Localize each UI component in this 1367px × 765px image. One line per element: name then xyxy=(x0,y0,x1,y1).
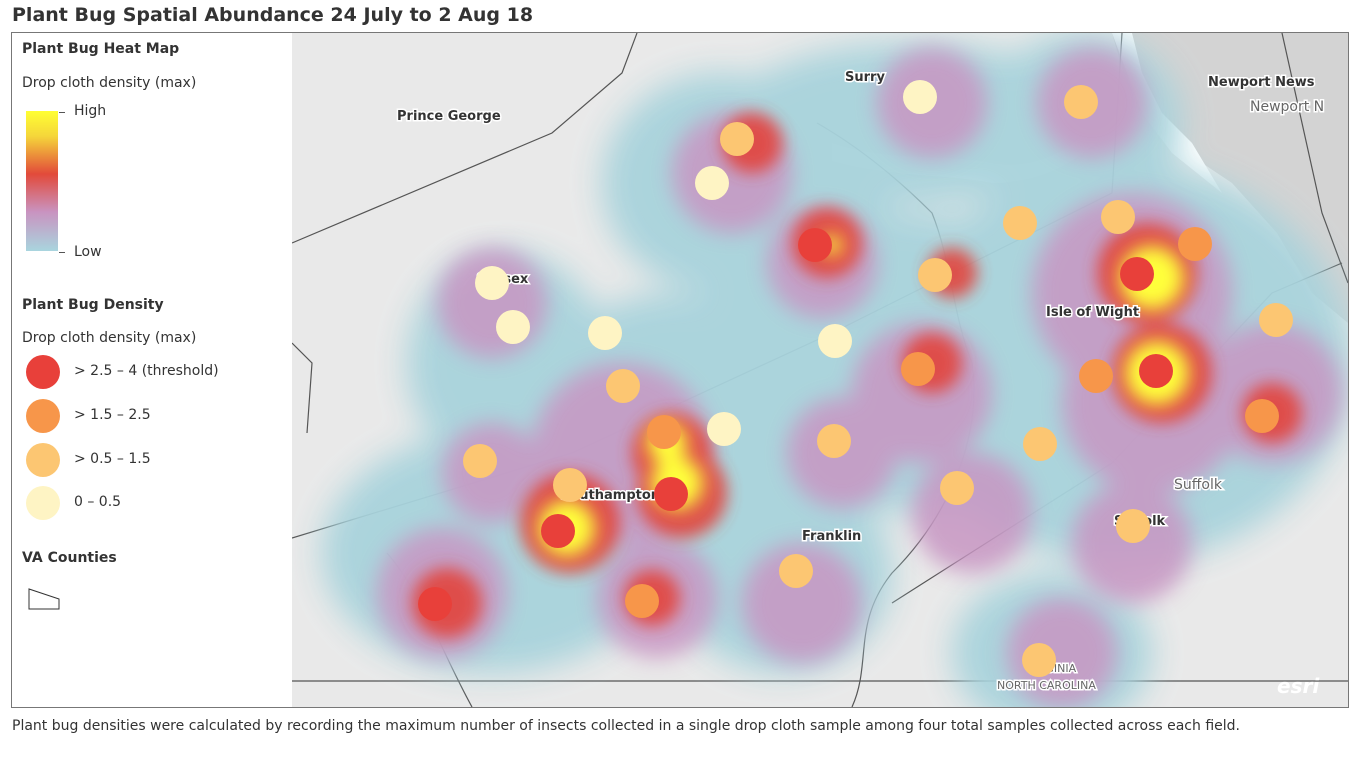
ramp-low-tick xyxy=(59,252,65,253)
map-caption: Plant bug densities were calculated by r… xyxy=(12,718,1240,734)
map-svg: Surry Newport News Newport N Prince Geor… xyxy=(292,33,1348,707)
density-point xyxy=(541,514,575,548)
density-point xyxy=(695,166,729,200)
density-point xyxy=(798,228,832,262)
density-point xyxy=(1064,85,1098,119)
density-point xyxy=(553,468,587,502)
density-point xyxy=(901,352,935,386)
place-label-isle-of-wight: Isle of Wight xyxy=(1046,305,1139,320)
place-label-suffolk-city: Suffolk xyxy=(1174,477,1223,493)
density-class-label-medium: > 0.5 – 1.5 xyxy=(74,451,151,467)
density-point xyxy=(720,122,754,156)
density-class-label-low: 0 – 0.5 xyxy=(74,494,122,510)
density-point xyxy=(1022,643,1056,677)
density-point xyxy=(1245,399,1279,433)
density-point xyxy=(418,587,452,621)
place-label-newport-news-faint: Newport N xyxy=(1250,99,1324,115)
density-point xyxy=(654,477,688,511)
density-point xyxy=(1259,303,1293,337)
density-swatch-low xyxy=(26,486,60,520)
density-legend-subtitle: Drop cloth density (max) xyxy=(22,330,197,346)
place-label-franklin: Franklin xyxy=(802,529,861,544)
map-canvas[interactable]: Surry Newport News Newport N Prince Geor… xyxy=(292,33,1348,707)
density-point xyxy=(1023,427,1057,461)
density-point xyxy=(475,266,509,300)
density-point xyxy=(1178,227,1212,261)
density-point xyxy=(606,369,640,403)
density-point xyxy=(707,412,741,446)
esri-logo: esri xyxy=(1277,674,1320,698)
density-class-label-medium-high: > 1.5 – 2.5 xyxy=(74,407,151,423)
place-label-north-carolina: NORTH CAROLINA xyxy=(997,679,1096,692)
counties-legend-title: VA Counties xyxy=(22,550,117,566)
page-title: Plant Bug Spatial Abundance 24 July to 2… xyxy=(12,4,534,26)
density-point xyxy=(1101,200,1135,234)
density-point xyxy=(818,324,852,358)
density-point xyxy=(1139,354,1173,388)
map-legend: Plant Bug Heat Map Drop cloth density (m… xyxy=(12,33,293,707)
density-point xyxy=(1003,206,1037,240)
density-point xyxy=(1116,509,1150,543)
ramp-high-label: High xyxy=(74,103,107,119)
density-point xyxy=(817,424,851,458)
density-class-label-high: > 2.5 – 4 (threshold) xyxy=(74,363,219,379)
heatmap-legend-subtitle: Drop cloth density (max) xyxy=(22,75,197,91)
density-point xyxy=(463,444,497,478)
place-label-prince-george: Prince George xyxy=(397,109,501,124)
density-point xyxy=(1120,257,1154,291)
density-legend-title: Plant Bug Density xyxy=(22,297,164,313)
place-label-newport-news: Newport News xyxy=(1208,75,1315,90)
polygon-outline-icon xyxy=(28,588,60,610)
density-point xyxy=(779,554,813,588)
density-point xyxy=(647,415,681,449)
density-point xyxy=(903,80,937,114)
place-label-southampton: Southampton xyxy=(561,488,660,503)
density-point xyxy=(1079,359,1113,393)
density-points xyxy=(418,80,1293,677)
ramp-high-tick xyxy=(59,112,65,113)
place-label-surry: Surry xyxy=(845,70,885,85)
density-point xyxy=(588,316,622,350)
density-point xyxy=(625,584,659,618)
density-point xyxy=(918,258,952,292)
density-swatch-medium-high xyxy=(26,399,60,433)
ramp-low-label: Low xyxy=(74,244,102,260)
density-point xyxy=(496,310,530,344)
heatmap-color-ramp xyxy=(26,111,58,251)
heatmap-legend-title: Plant Bug Heat Map xyxy=(22,41,180,57)
density-point xyxy=(940,471,974,505)
map-frame: Plant Bug Heat Map Drop cloth density (m… xyxy=(11,32,1349,708)
density-swatch-high xyxy=(26,355,60,389)
density-swatch-medium xyxy=(26,443,60,477)
